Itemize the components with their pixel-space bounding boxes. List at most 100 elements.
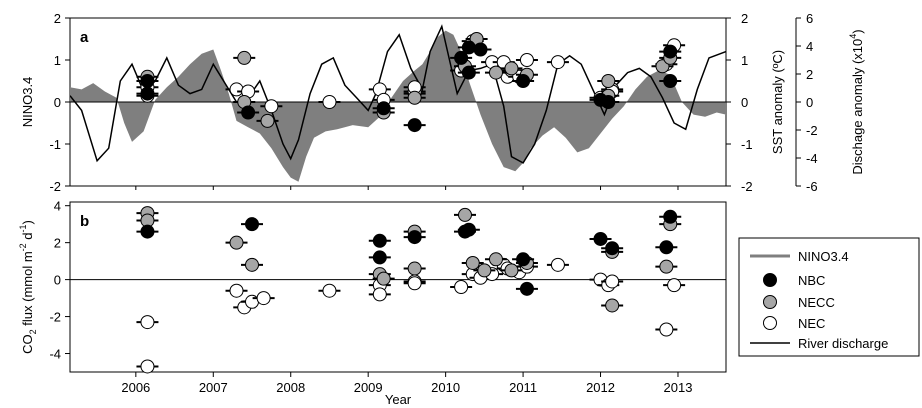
b-necc-point-8 <box>457 207 472 222</box>
b-nec-point-1 <box>140 359 155 374</box>
b-nec-point-8 <box>372 287 387 302</box>
b-nbc-point-8 <box>519 281 534 296</box>
a-nbc-point-7 <box>461 40 476 55</box>
discharge-axis-label: Dischage anomaly (x104) <box>848 29 865 174</box>
co2-label-main: CO <box>20 334 35 354</box>
a-necc-point-11 <box>601 74 616 88</box>
b-left-tick-label-2: 0 <box>54 273 61 288</box>
discharge-label-sup: 4 <box>848 34 858 39</box>
b-nec-point-2 <box>229 283 244 298</box>
b-left-tick-label-0: 4 <box>54 199 61 214</box>
a-discharge-tick-label-5: -4 <box>806 151 818 166</box>
b-x-tick-label-7: 2013 <box>664 380 693 395</box>
a-left-tick-label-2: 0 <box>54 95 61 110</box>
b-nec-point-23 <box>659 322 674 337</box>
panel-b-x-ticks: 2006 2007 2008 2009 2010 2011 2012 2013 <box>121 186 692 395</box>
a-left-tick-label-4: -2 <box>49 179 61 194</box>
b-necc-point-2 <box>229 235 244 250</box>
b-x-tick-label-5: 2011 <box>509 380 537 395</box>
a-sst-tick-label-1: 1 <box>741 53 748 68</box>
legend-nino-label: NINO3.4 <box>798 249 849 264</box>
x-axis-label: Year <box>385 392 412 407</box>
a-nbc-point-5 <box>454 50 469 65</box>
nino-axis-label: NINO3.4 <box>20 77 35 128</box>
a-discharge-tick-label-4: -2 <box>806 123 818 138</box>
b-nbc-point-11 <box>659 240 674 255</box>
discharge-label-end: ) <box>850 29 865 33</box>
a-nbc-point-11 <box>601 95 616 109</box>
panel-a-sst-ticks: 2 1 0 -1 -2 <box>726 11 753 194</box>
b-necc-point-10 <box>477 263 492 278</box>
a-discharge-tick-label-3: 0 <box>806 95 813 110</box>
b-necc-point-15 <box>605 298 620 313</box>
legend-nbc-swatch <box>763 273 777 287</box>
b-left-tick-label-1: 2 <box>54 236 61 251</box>
a-necc-point-1 <box>237 50 252 65</box>
a-nbc-point-0 <box>140 86 155 101</box>
b-nec-point-24 <box>667 278 682 293</box>
b-necc-point-3 <box>245 257 260 272</box>
b-x-tick-label-2: 2008 <box>276 380 305 395</box>
b-nbc-point-10 <box>605 241 620 256</box>
sst-axis-label: SST anomaly (ºC) <box>770 50 785 154</box>
a-nec-point-5 <box>322 95 337 109</box>
a-nec-point-19 <box>550 55 565 70</box>
a-nbc-point-12 <box>663 74 678 88</box>
b-nbc-point-1 <box>245 217 260 232</box>
nino-area <box>70 30 726 182</box>
a-nbc-point-1 <box>140 74 155 88</box>
a-nbc-point-13 <box>663 44 678 59</box>
a-sst-tick-label-4: -2 <box>741 179 753 194</box>
b-nbc-point-0 <box>140 224 155 239</box>
a-sst-tick-label-2: 0 <box>741 95 748 110</box>
b-left-tick-label-4: -4 <box>49 347 61 362</box>
legend-necc-swatch <box>763 295 777 309</box>
b-necc-point-16 <box>659 259 674 274</box>
b-x-tick-label-4: 2010 <box>431 380 460 395</box>
co2-label-mid: d <box>20 232 35 243</box>
a-left-tick-label-1: 1 <box>54 53 61 68</box>
legend-nbc-label: NBC <box>798 273 825 288</box>
b-x-tick-label-1: 2007 <box>199 380 228 395</box>
b-nbc-point-9 <box>593 231 608 246</box>
b-nbc-point-2 <box>372 233 387 248</box>
b-necc-point-9 <box>465 255 480 270</box>
legend-nec-swatch <box>763 316 777 330</box>
legend-necc-label: NECC <box>798 295 835 310</box>
panel-b-frame <box>69 201 727 373</box>
b-nec-point-0 <box>140 315 155 330</box>
co2-label-rest: flux (mmol m <box>20 251 35 329</box>
co2-label-sub: 2 <box>28 329 38 334</box>
b-nbc-point-12 <box>663 209 678 224</box>
b-nec-point-6 <box>322 283 337 298</box>
a-discharge-tick-label-0: 6 <box>806 11 813 26</box>
a-discharge-tick-label-1: 4 <box>806 39 813 54</box>
co2-label-sup2: -1 <box>18 224 28 232</box>
a-nec-point-4 <box>264 99 279 114</box>
a-nbc-point-8 <box>473 42 488 57</box>
b-x-tick-label-0: 2006 <box>121 380 150 395</box>
b-nec-point-5 <box>256 291 271 306</box>
a-necc-point-9 <box>504 61 519 76</box>
a-necc-point-5 <box>407 90 422 105</box>
b-nec-point-11 <box>454 280 469 294</box>
b-nec-point-19 <box>550 257 565 272</box>
a-nbc-point-2 <box>241 105 256 120</box>
b-nbc-point-4 <box>407 230 422 245</box>
nino-area-shape <box>70 30 726 182</box>
b-left-tick-label-3: -2 <box>49 310 61 325</box>
b-nbc-point-6 <box>461 222 476 237</box>
a-nbc-point-9 <box>516 74 531 88</box>
b-nec-point-22 <box>605 274 620 289</box>
legend-nec-label: NEC <box>798 316 825 331</box>
co2-axis-label: CO2 flux (mmol m-2 d-1) <box>18 220 38 354</box>
b-necc-point-6 <box>407 261 422 276</box>
b-nbc-point-3 <box>372 250 387 265</box>
a-nec-point-2 <box>229 82 244 97</box>
a-sst-tick-label-3: -1 <box>741 137 753 152</box>
b-necc-point-11 <box>488 252 503 267</box>
a-nec-point-18 <box>519 53 534 67</box>
b-nec-point-10 <box>407 276 422 291</box>
b-necc-point-5 <box>376 271 391 286</box>
